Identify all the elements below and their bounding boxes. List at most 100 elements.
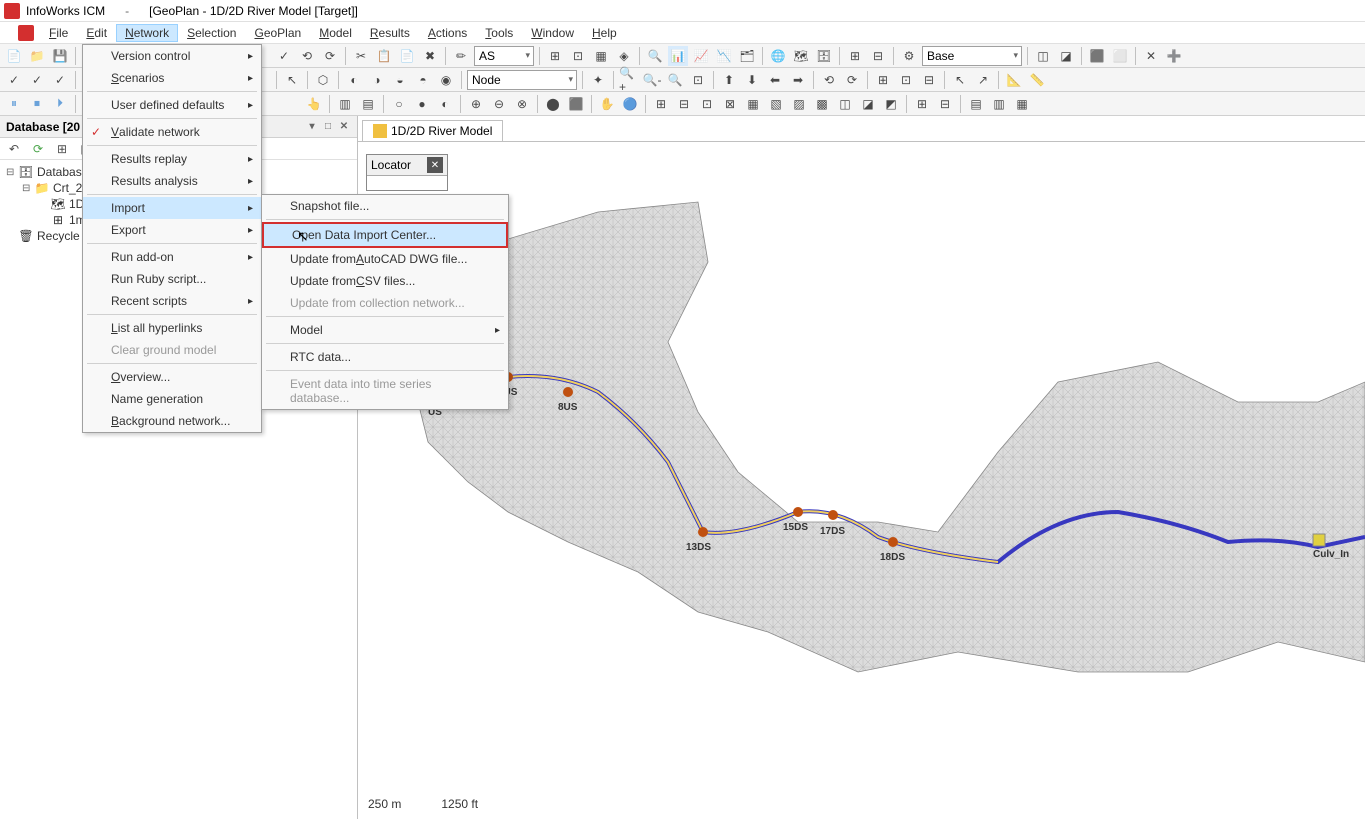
menu-tools[interactable]: Tools [476,24,522,42]
menu-item-validate-network[interactable]: ✓Validate network [83,121,261,143]
tool-btn[interactable]: ⊞ [52,139,72,159]
tool-btn[interactable]: ⊠ [720,94,740,114]
tool-btn[interactable]: ⊞ [912,94,932,114]
tool-btn[interactable]: ✓ [4,70,24,90]
tool-btn[interactable]: ▤ [358,94,378,114]
sidebar-pin-icon[interactable]: ▾ [305,120,319,134]
tool-btn[interactable]: ◓ [413,70,433,90]
sidebar-close-icon[interactable]: ✕ [337,120,351,134]
tool-btn[interactable]: ⊞ [651,94,671,114]
menu-item-background-network-[interactable]: Background network... [83,410,261,432]
tool-btn[interactable]: 📄 [4,46,24,66]
tool-btn[interactable]: ↖ [950,70,970,90]
menu-help[interactable]: Help [583,24,626,42]
tab-model[interactable]: 1D/2D River Model [362,120,503,141]
menu-item-run-add-on[interactable]: Run add-on [83,246,261,268]
tool-btn[interactable]: ▩ [812,94,832,114]
tool-btn[interactable]: ⊞ [845,46,865,66]
tool-btn[interactable]: ◪ [1056,46,1076,66]
combo-base[interactable]: Base [922,46,1022,66]
tool-btn[interactable]: ✓ [27,70,47,90]
tool-btn[interactable]: ⬆ [719,70,739,90]
tool-btn[interactable]: ⊡ [688,70,708,90]
tool-btn[interactable]: ⊗ [512,94,532,114]
tool-btn[interactable]: ⬇ [742,70,762,90]
menu-item-recent-scripts[interactable]: Recent scripts [83,290,261,312]
tool-btn[interactable]: ✂ [351,46,371,66]
tool-btn[interactable]: ⟳ [28,139,48,159]
tool-btn[interactable]: ◫ [1033,46,1053,66]
tool-btn[interactable]: ◐ [435,94,455,114]
combo-node[interactable]: Node [467,70,577,90]
tool-btn[interactable]: 📐 [1004,70,1024,90]
menu-network[interactable]: Network [116,24,178,42]
tool-btn[interactable]: ⊡ [568,46,588,66]
tool-btn[interactable]: 🗂 [737,46,757,66]
tool-btn[interactable]: ◩ [881,94,901,114]
menu-item-version-control[interactable]: Version control [83,45,261,67]
tool-btn[interactable]: ⊟ [935,94,955,114]
menu-actions[interactable]: Actions [419,24,476,42]
tool-btn[interactable]: ➕ [1164,46,1184,66]
tool-btn[interactable]: ◈ [614,46,634,66]
combo-as[interactable]: AS [474,46,534,66]
menu-item-run-ruby-script-[interactable]: Run Ruby script... [83,268,261,290]
submenu-item-model[interactable]: Model [262,319,508,341]
tool-btn[interactable]: ▥ [989,94,1009,114]
tool-btn[interactable]: ◉ [436,70,456,90]
submenu-item-snapshot-file-[interactable]: Snapshot file... [262,195,508,217]
tool-btn[interactable]: ⊖ [489,94,509,114]
tool-btn[interactable]: 💾 [50,46,70,66]
tool-btn[interactable]: 🗺 [791,46,811,66]
tool-btn[interactable]: ⬡ [313,70,333,90]
tool-btn[interactable]: 🔍- [642,70,662,90]
tool-btn[interactable]: ⏵ [50,94,70,114]
menu-file[interactable]: File [40,24,77,42]
submenu-item-update-from-csv-files-[interactable]: Update from CSV files... [262,270,508,292]
tool-btn[interactable]: ✕ [1141,46,1161,66]
locator-close-icon[interactable]: ✕ [427,157,443,173]
tool-btn[interactable]: ◑ [367,70,387,90]
menu-results[interactable]: Results [361,24,419,42]
tool-btn[interactable]: ⊞ [545,46,565,66]
tool-btn[interactable]: ✏ [451,46,471,66]
tool-btn[interactable]: 📄 [397,46,417,66]
submenu-item-rtc-data-[interactable]: RTC data... [262,346,508,368]
tool-btn[interactable]: ⊞ [873,70,893,90]
tree-toggle-icon[interactable]: ⊟ [22,183,34,194]
tool-btn[interactable]: 📈 [691,46,711,66]
tool-btn[interactable]: ⟲ [297,46,317,66]
tool-btn[interactable]: 📁 [27,46,47,66]
tool-btn[interactable]: ▦ [1012,94,1032,114]
menu-item-scenarios[interactable]: Scenarios [83,67,261,89]
tool-btn[interactable]: ◪ [858,94,878,114]
tool-btn[interactable]: ◫ [835,94,855,114]
tool-btn[interactable]: ⊟ [674,94,694,114]
menu-item-overview-[interactable]: Overview... [83,366,261,388]
tool-btn[interactable]: ⟳ [842,70,862,90]
tool-btn[interactable]: ⬤ [543,94,563,114]
tool-btn[interactable]: ▤ [966,94,986,114]
tool-btn[interactable]: ✋ [597,94,617,114]
tool-btn[interactable]: 📋 [374,46,394,66]
map-canvas[interactable]: US 6US 8US 13DS 15DS 17DS 18DS Culv_In L… [358,142,1365,819]
tool-btn[interactable]: ▨ [789,94,809,114]
tool-btn[interactable]: ⟳ [320,46,340,66]
tool-btn[interactable]: ⊡ [896,70,916,90]
menu-edit[interactable]: Edit [77,24,116,42]
locator-panel[interactable]: Locator ✕ [366,154,448,191]
sidebar-max-icon[interactable]: □ [321,120,335,134]
tool-btn[interactable]: ⬅ [765,70,785,90]
tool-btn[interactable]: 🔵 [620,94,640,114]
tool-btn[interactable]: ▥ [335,94,355,114]
tool-btn[interactable]: ✓ [50,70,70,90]
tool-btn[interactable]: ✦ [588,70,608,90]
tool-btn[interactable]: ◐ [344,70,364,90]
tool-btn[interactable]: ▧ [766,94,786,114]
tool-btn[interactable]: ⏸ [4,94,24,114]
tool-btn[interactable]: ↖ [282,70,302,90]
tool-btn[interactable]: ◒ [390,70,410,90]
menu-item-export[interactable]: Export [83,219,261,241]
menu-item-list-all-hyperlinks[interactable]: List all hyperlinks [83,317,261,339]
tool-btn[interactable]: 👆 [304,94,324,114]
